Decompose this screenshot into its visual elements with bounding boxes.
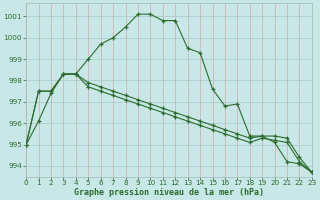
X-axis label: Graphe pression niveau de la mer (hPa): Graphe pression niveau de la mer (hPa): [74, 188, 264, 197]
